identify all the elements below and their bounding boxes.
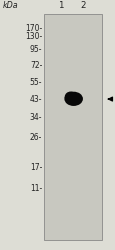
Text: 1: 1	[57, 1, 63, 10]
Text: 26-: 26-	[30, 134, 42, 142]
Text: 43-: 43-	[30, 95, 42, 104]
Ellipse shape	[64, 92, 76, 102]
Text: 2: 2	[80, 1, 86, 10]
Text: 34-: 34-	[30, 113, 42, 122]
Bar	[44, 14, 101, 240]
Text: 72-: 72-	[30, 61, 42, 70]
Ellipse shape	[64, 92, 82, 106]
Text: kDa: kDa	[2, 1, 18, 10]
Text: 95-: 95-	[30, 45, 42, 54]
Text: 55-: 55-	[30, 78, 42, 87]
Text: 17-: 17-	[30, 164, 42, 172]
Text: 130-: 130-	[25, 32, 42, 41]
Text: 11-: 11-	[30, 184, 42, 192]
Text: 170-: 170-	[25, 24, 42, 33]
